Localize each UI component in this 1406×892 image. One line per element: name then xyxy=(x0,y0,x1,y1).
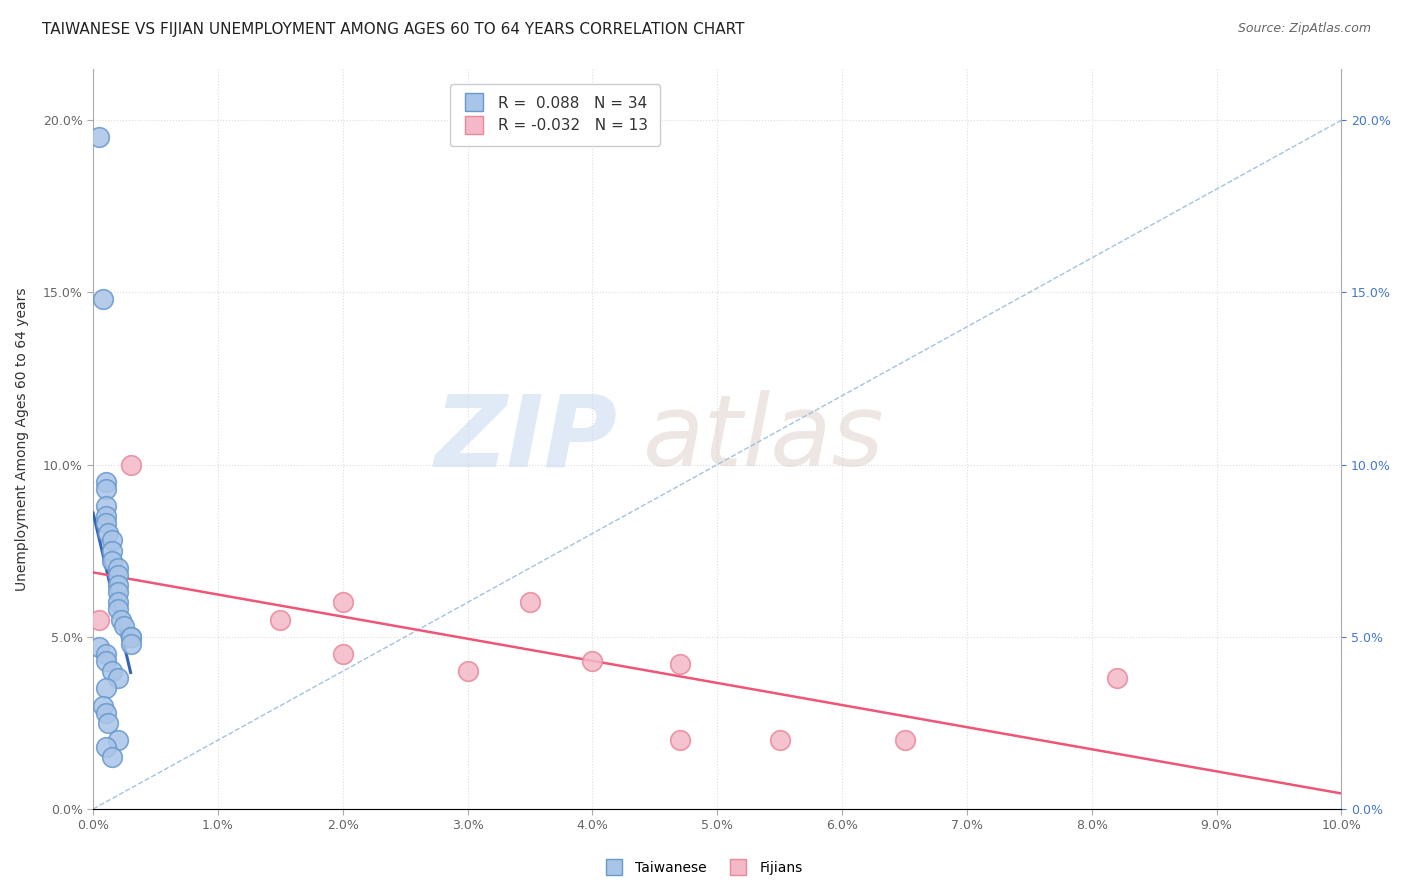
Point xyxy=(519,595,541,609)
Point xyxy=(89,613,111,627)
Point xyxy=(101,554,124,568)
Point xyxy=(120,630,142,644)
Point xyxy=(107,585,129,599)
Point xyxy=(769,733,792,747)
Point xyxy=(1105,671,1128,685)
Point xyxy=(89,640,111,654)
Point xyxy=(107,561,129,575)
Point xyxy=(91,293,114,307)
Point xyxy=(332,647,354,661)
Point xyxy=(332,595,354,609)
Point xyxy=(457,664,479,678)
Point xyxy=(893,733,915,747)
Point xyxy=(94,499,117,513)
Point xyxy=(107,567,129,582)
Text: TAIWANESE VS FIJIAN UNEMPLOYMENT AMONG AGES 60 TO 64 YEARS CORRELATION CHART: TAIWANESE VS FIJIAN UNEMPLOYMENT AMONG A… xyxy=(42,22,745,37)
Point xyxy=(120,458,142,472)
Point xyxy=(107,595,129,609)
Y-axis label: Unemployment Among Ages 60 to 64 years: Unemployment Among Ages 60 to 64 years xyxy=(15,287,30,591)
Point xyxy=(94,681,117,696)
Point xyxy=(94,654,117,668)
Point xyxy=(101,664,124,678)
Point xyxy=(107,733,129,747)
Point xyxy=(110,613,132,627)
Point xyxy=(107,671,129,685)
Point xyxy=(112,619,135,633)
Point xyxy=(94,516,117,530)
Point xyxy=(120,630,142,644)
Point xyxy=(581,654,603,668)
Point xyxy=(101,543,124,558)
Legend: Taiwanese, Fijians: Taiwanese, Fijians xyxy=(598,855,808,880)
Text: Source: ZipAtlas.com: Source: ZipAtlas.com xyxy=(1237,22,1371,36)
Point xyxy=(101,533,124,548)
Point xyxy=(94,509,117,524)
Text: ZIP: ZIP xyxy=(434,391,617,487)
Text: atlas: atlas xyxy=(643,391,884,487)
Point xyxy=(107,578,129,592)
Point xyxy=(107,602,129,616)
Point xyxy=(89,130,111,145)
Point xyxy=(94,706,117,720)
Point xyxy=(97,526,120,541)
Point xyxy=(91,698,114,713)
Point xyxy=(94,475,117,489)
Point xyxy=(97,715,120,730)
Point xyxy=(94,739,117,754)
Point xyxy=(120,637,142,651)
Point xyxy=(669,657,692,672)
Point xyxy=(269,613,291,627)
Point xyxy=(94,482,117,496)
Point xyxy=(669,733,692,747)
Legend: R =  0.088   N = 34, R = -0.032   N = 13: R = 0.088 N = 34, R = -0.032 N = 13 xyxy=(450,84,659,145)
Point xyxy=(94,647,117,661)
Point xyxy=(101,750,124,764)
